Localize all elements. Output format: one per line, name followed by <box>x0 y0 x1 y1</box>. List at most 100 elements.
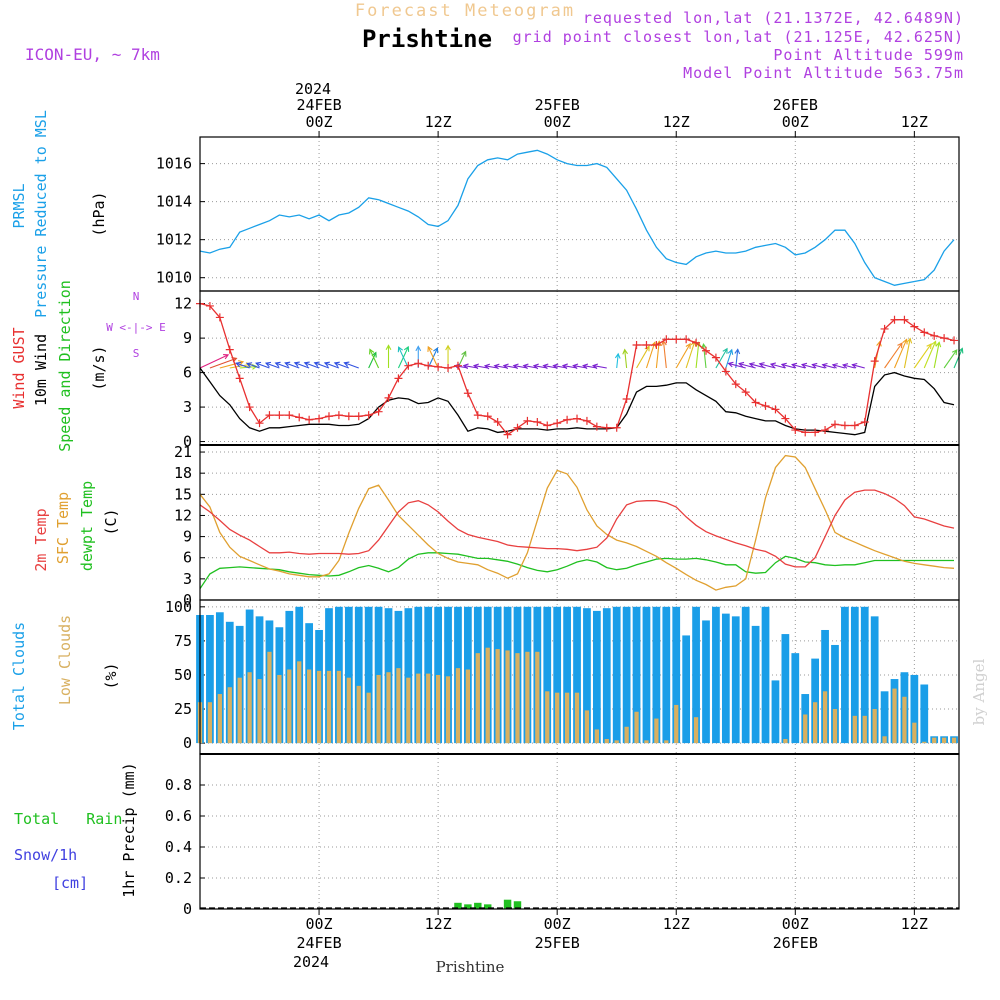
wind-direction-arrow <box>333 361 350 369</box>
wind-arrow-shaft <box>645 342 656 369</box>
wind-direction-arrow <box>472 363 488 370</box>
wind-compass: N W <-|-> E S <box>106 290 166 360</box>
sfc-temp-series-line <box>199 454 955 591</box>
wind-arrow-head <box>472 363 479 370</box>
y-tick-label: 18 <box>174 464 192 482</box>
wind-arrow-head <box>293 361 300 367</box>
wind-gust-marker <box>602 423 611 432</box>
total-clouds-bar <box>602 608 611 744</box>
wind-arrow-head <box>958 347 964 354</box>
wind-direction-arrow <box>645 341 657 369</box>
total-clouds-bar <box>781 634 790 744</box>
wind-direction-arrow <box>246 362 260 369</box>
temp-sfc-label: SFC Temp <box>54 492 72 564</box>
low-clouds-bar <box>217 694 222 744</box>
wind-arrow-head <box>561 363 568 370</box>
compass-south: S <box>133 347 140 360</box>
wind-gust-marker <box>394 374 403 383</box>
y-tick-label: 12 <box>174 295 192 313</box>
wind-arrow-shaft <box>314 362 330 369</box>
total-clouds-bar <box>573 606 581 744</box>
wind-direction-arrow <box>769 362 786 369</box>
wind-arrow-head <box>532 363 539 370</box>
low-clouds-bar <box>594 729 599 744</box>
wind-arrow-head <box>255 361 262 368</box>
total-clouds-bar <box>553 606 562 744</box>
wind-arrow-shaft <box>624 349 628 369</box>
wind-arrow-shaft <box>792 363 806 369</box>
wind-gust-marker <box>473 411 482 420</box>
wind-direction-arrow <box>592 363 607 370</box>
low-clouds-bar <box>604 739 609 744</box>
wind-arrow-shaft <box>884 342 903 369</box>
wind-gust-marker <box>850 421 859 430</box>
y-tick-label: 0 <box>183 433 192 451</box>
wind-arrow-shaft <box>533 365 548 369</box>
low-clouds-bar <box>912 722 917 744</box>
low-clouds-bar <box>455 668 461 744</box>
rain-bar <box>464 904 472 909</box>
wind-arrow-shaft <box>903 338 911 369</box>
wind-gust-marker <box>523 416 532 425</box>
low-clouds-bar <box>902 696 907 744</box>
wind-arrow-shaft <box>543 365 558 369</box>
low-clouds-bar <box>803 714 808 744</box>
wind-gust-marker <box>543 421 552 430</box>
wind-arrow-head <box>462 363 469 370</box>
pressure-unit: (hPa) <box>90 191 108 236</box>
wind-arrow-head <box>769 362 776 368</box>
wind-gust-marker <box>622 395 631 404</box>
wind-gust-marker <box>533 418 542 427</box>
temp-2m-label: 2m Temp <box>32 508 50 571</box>
wind-gust-marker <box>553 419 562 428</box>
clouds-panel-labels: Total Clouds Low Clouds (%) <box>10 615 120 730</box>
wind-arrow-shaft <box>503 365 518 369</box>
total-clouds-bar <box>841 606 849 744</box>
wind-gust-marker <box>305 415 314 424</box>
total-rain-label: Total Rain <box>14 810 122 828</box>
wind-direction-arrow <box>894 338 908 369</box>
wind-arrow-shaft <box>812 364 826 369</box>
wind-direction-arrow <box>884 342 903 369</box>
total-clouds-bar <box>662 606 671 744</box>
y-tick-label: 25 <box>174 700 192 718</box>
wind-arrow-head <box>690 340 697 347</box>
total-clouds-bar <box>652 606 661 744</box>
wind-direction-arrow <box>661 339 667 369</box>
wind-gust-marker <box>741 388 750 397</box>
wind-arrow-shaft <box>725 349 733 369</box>
total-clouds-bar <box>751 625 760 744</box>
wind-direction-arrow <box>462 363 478 370</box>
low-clouds-bar <box>247 672 252 744</box>
low-clouds-bar <box>346 677 351 744</box>
total-clouds-bar <box>592 610 601 744</box>
temp-dewpt-label: dewpt Temp <box>78 481 96 571</box>
wind-direction-arrow <box>758 362 776 369</box>
wind-gust-marker <box>940 334 949 343</box>
wind-arrow-head <box>800 362 808 369</box>
wind-gust-marker <box>791 426 800 435</box>
pressure-panel-labels: PRMSL Pressure Reduced to MSL (hPa) <box>10 110 108 318</box>
bottom-year-label: 2024 <box>293 953 329 971</box>
low-clouds-bar <box>505 650 510 744</box>
low-clouds-bar <box>644 740 649 744</box>
wind-arrow-shaft <box>255 362 270 369</box>
wind-direction-arrow <box>675 342 691 369</box>
wind-arrow-shaft <box>832 364 846 369</box>
wind-arrow-head <box>876 340 882 347</box>
low-clouds-bar <box>614 740 619 744</box>
temp-unit: (C) <box>102 508 120 535</box>
compass-north: N <box>133 290 140 303</box>
y-tick-label: 3 <box>183 398 192 416</box>
total-clouds-bar <box>225 621 234 744</box>
low-clouds-bar <box>227 687 232 744</box>
wind-arrow-head <box>403 345 410 352</box>
wind-direction-arrow <box>800 362 816 369</box>
wind-arrow-shaft <box>285 362 300 369</box>
total-clouds-bar <box>364 606 373 744</box>
wind-gust-marker <box>811 428 820 437</box>
wind-gust-marker <box>493 418 502 427</box>
snow-label: Snow/1h <box>14 846 77 864</box>
wind-arrow-shaft <box>675 343 691 369</box>
